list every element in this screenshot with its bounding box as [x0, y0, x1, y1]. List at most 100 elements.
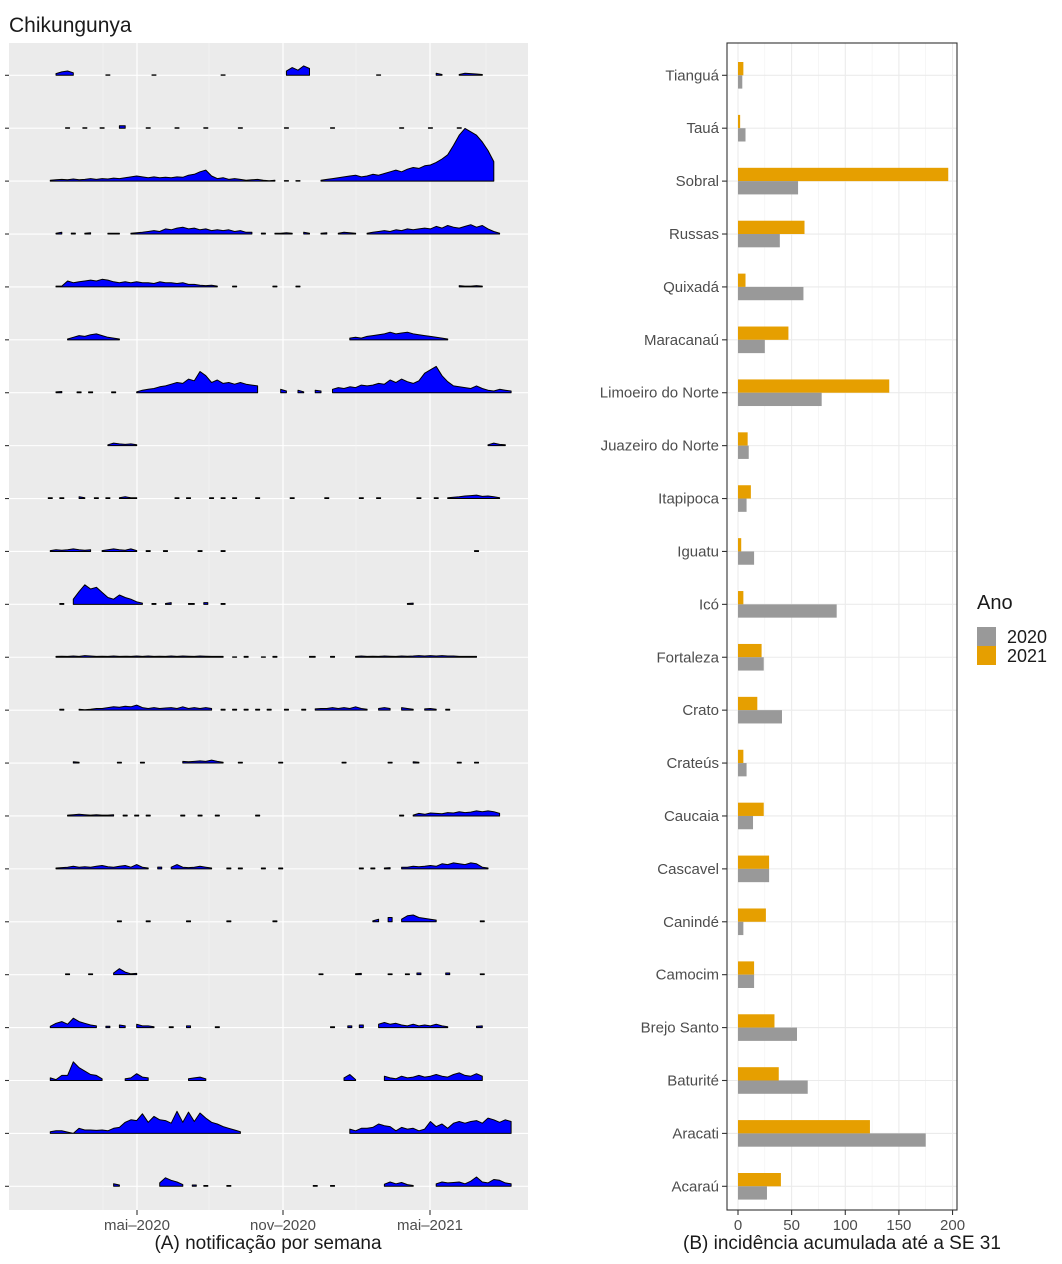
panel-b-border: [726, 42, 958, 1211]
ridge-area-tianguá: [285, 65, 310, 76]
ridge-area-crato: [283, 708, 289, 711]
ridge-area-iguatu: [49, 548, 92, 552]
ridge-area-itapipoca: [416, 497, 422, 500]
panel-b-ytick-label: Camocim: [656, 967, 719, 984]
ridge-area-itapipoca: [447, 494, 501, 500]
ridge-area-itapipoca: [255, 497, 261, 500]
ridge-area-itapipoca: [220, 497, 226, 500]
ridge-area-sobral: [49, 169, 276, 182]
panel-b-caption: (B) incidência acumulada até a SE 31: [683, 1233, 1001, 1254]
ridge-area-icó: [203, 602, 209, 605]
legend-label-2021: 2021: [1007, 646, 1047, 666]
ridge-area-crateús: [237, 761, 243, 764]
figure-title: Chikungunya: [9, 14, 132, 37]
ridge-area-canindé: [145, 920, 151, 923]
ridge-area-brejo-santo: [476, 1025, 483, 1029]
ridge-area-crateús: [387, 761, 393, 764]
ridge-area-russas: [366, 224, 501, 235]
bar-2020-aracati: [738, 1133, 926, 1147]
ridge-area-maracanaú: [349, 331, 449, 341]
bar-2020-camocim: [738, 974, 755, 988]
ridge-area-baturité: [188, 1076, 207, 1081]
ridge-area-crato: [401, 707, 414, 711]
ridge-area-crateús: [341, 761, 347, 764]
ridge-area-caucaia: [412, 810, 501, 817]
ridge-area-acaraú: [383, 1181, 414, 1187]
ridge-area-crato: [220, 708, 226, 711]
ridge-area-limoeiro-do-norte: [55, 391, 63, 394]
ridge-area-crato: [232, 708, 238, 711]
panel-b-ytick-label: Sobral: [676, 173, 719, 190]
ridge-area-canindé: [387, 917, 393, 923]
ridge-area-crato: [445, 708, 451, 711]
ridge-area-canindé: [226, 920, 232, 923]
ridge-area-crateús: [182, 759, 224, 764]
bar-2021-aracati: [738, 1120, 870, 1134]
ridge-area-fortaleza: [55, 655, 224, 658]
ridge-area-caucaia: [67, 813, 115, 817]
ridge-area-camocim: [479, 973, 485, 976]
ridge-area-itapipoca: [324, 497, 330, 500]
ridge-area-itapipoca: [358, 497, 364, 500]
ridge-area-cascavel: [226, 867, 232, 870]
ridge-area-acaraú: [203, 1184, 209, 1187]
bar-2021-canindé: [738, 908, 766, 922]
ridge-area-russas: [303, 231, 310, 235]
ridge-area-crato: [301, 708, 307, 711]
ridge-area-russas: [107, 232, 120, 235]
panel-b-y-axis: Acaraú Aracati Baturité Brejo Santo Camocim C…: [600, 67, 727, 1195]
ridge-area-acaraú: [191, 1184, 197, 1187]
panel-b-ytick-label: Maracanaú: [644, 332, 719, 349]
ridge-area-icó: [188, 603, 195, 605]
ridge-area-camocim: [65, 973, 71, 976]
panel-b-ytick-label: Crateús: [666, 755, 719, 772]
ridge-area-limoeiro-do-norte: [280, 388, 287, 394]
bar-2021-sobral: [738, 167, 949, 182]
bar-2020-sobral: [738, 181, 799, 195]
ridge-area-quixadá: [272, 285, 278, 288]
ridge-area-acaraú: [113, 1183, 120, 1187]
panel-b-x-axis: 0 50 100 150 200: [734, 1210, 965, 1234]
ridge-area-limoeiro-do-norte: [111, 391, 117, 394]
ridge-area-crateús: [412, 761, 420, 764]
panel-b-ytick-label: Limoeiro do Norte: [600, 385, 719, 402]
bar-2020-fortaleza: [738, 657, 764, 671]
ridge-area-juazeiro-do-norte: [107, 442, 138, 447]
bar-2020-icó: [738, 604, 837, 618]
bar-2021-maracanaú: [738, 326, 789, 340]
bar-2020-maracanaú: [738, 339, 765, 354]
ridge-area-caucaia: [255, 814, 261, 817]
ridge-area-limoeiro-do-norte: [297, 389, 305, 394]
bar-2020-caucaia: [738, 815, 754, 830]
ridge-area-caucaia: [180, 814, 186, 817]
ridge-area-canindé: [116, 920, 122, 923]
ridge-area-icó: [164, 602, 172, 605]
ridge-area-acaraú: [435, 1176, 512, 1187]
ridge-area-caucaia: [145, 814, 151, 817]
panel-b-ytick-label: Itapipoca: [658, 491, 720, 508]
ridge-area-canindé: [186, 920, 192, 923]
ridge-area-itapipoca: [232, 497, 238, 500]
bar-2021-crateús: [738, 749, 744, 764]
ridge-area-canindé: [479, 920, 485, 923]
ridge-area-crateús: [139, 761, 145, 764]
panel-b-xtick-label: 50: [783, 1217, 800, 1234]
ridge-area-cascavel: [358, 867, 364, 870]
ridge-area-tianguá: [458, 72, 483, 76]
ridge-area-russas: [70, 232, 76, 235]
ridge-area-caucaia: [399, 814, 405, 817]
panel-b-xtick-label: 0: [734, 1217, 742, 1234]
ridge-area-russas: [130, 226, 253, 235]
ridge-area-tianguá: [55, 70, 74, 76]
ridge-area-canindé: [372, 918, 380, 923]
legend-title: Ano: [977, 592, 1013, 614]
legend-label-2020: 2020: [1007, 627, 1047, 647]
bar-2021-caucaia: [738, 802, 764, 816]
ridge-area-itapipoca: [118, 496, 138, 500]
ridge-area-itapipoca: [78, 496, 86, 500]
ridge-area-brejo-santo: [105, 1025, 111, 1029]
ridge-area-fortaleza: [330, 655, 336, 658]
bar-2020-quixadá: [738, 286, 804, 301]
panel-a-caption: (A) notificação por semana: [154, 1233, 381, 1254]
ridge-area-crato: [78, 704, 213, 711]
